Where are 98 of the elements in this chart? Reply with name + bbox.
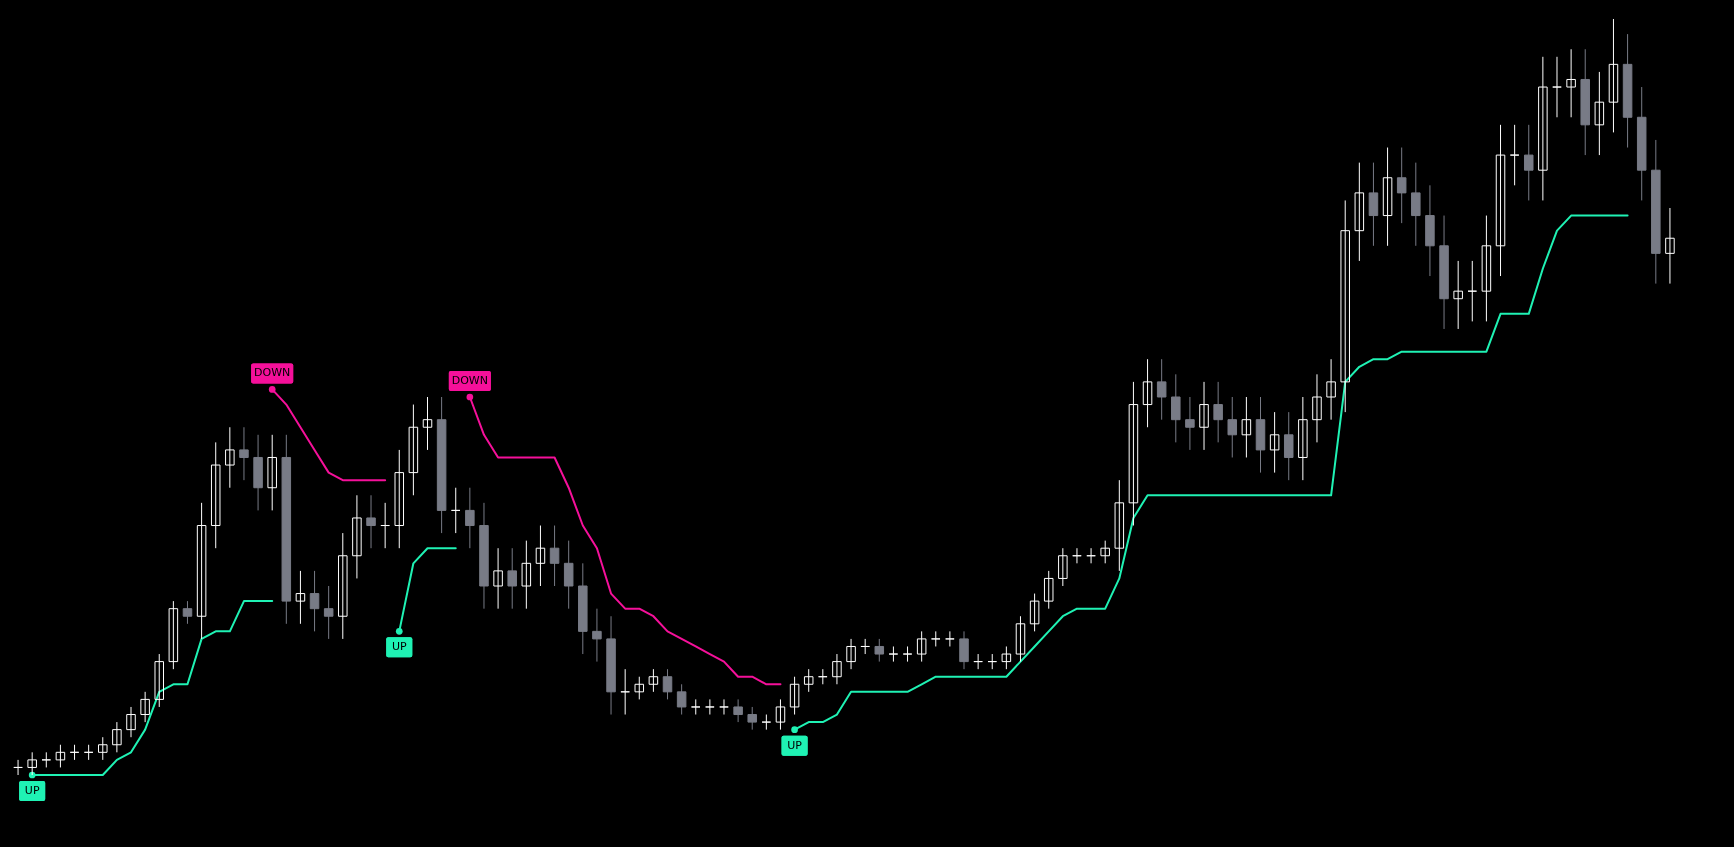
annotation: UP xyxy=(391,640,407,654)
candlestick xyxy=(323,585,334,640)
candlestick xyxy=(126,706,136,738)
candlestick xyxy=(1269,411,1280,474)
candlestick xyxy=(945,630,955,647)
candlestick xyxy=(1312,373,1322,443)
candlestick xyxy=(634,676,645,700)
candlestick xyxy=(1029,593,1040,632)
candlestick xyxy=(1100,540,1110,564)
candlestick xyxy=(239,426,249,481)
candlestick xyxy=(98,736,108,761)
candlestick xyxy=(535,525,546,587)
candlestick xyxy=(1608,18,1619,133)
candlestick xyxy=(1015,615,1026,663)
candlestick xyxy=(690,698,701,716)
candlestick xyxy=(705,698,715,716)
candlestick xyxy=(1185,396,1195,451)
point xyxy=(268,386,276,393)
candlestick xyxy=(648,668,659,693)
candlestick xyxy=(493,547,503,610)
candlestick xyxy=(366,494,376,549)
candlestick xyxy=(408,404,419,496)
candlestick xyxy=(775,698,786,731)
candlestick xyxy=(719,698,729,716)
candlestick xyxy=(803,668,814,693)
point xyxy=(791,726,798,733)
candlestick xyxy=(1523,124,1534,201)
candlestick xyxy=(168,600,179,670)
point xyxy=(395,628,403,635)
text: UP xyxy=(24,784,40,797)
annotation: UP xyxy=(787,738,803,752)
candlestick xyxy=(1411,162,1421,247)
candlestick xyxy=(1665,207,1675,285)
candlestick xyxy=(1156,358,1167,421)
candlestick xyxy=(465,487,475,549)
candlestick xyxy=(1509,124,1520,186)
candlestick xyxy=(1340,199,1350,413)
candlestick xyxy=(521,540,532,610)
candlestick xyxy=(1326,358,1336,421)
candlestick xyxy=(1114,479,1125,572)
candlestick xyxy=(338,532,348,640)
candlestick xyxy=(1058,547,1068,587)
candlestick xyxy=(916,630,927,663)
candlestick xyxy=(1453,260,1463,330)
candlestick xyxy=(112,721,122,753)
candlestick xyxy=(902,645,913,663)
candlestick xyxy=(140,691,150,723)
candlestick xyxy=(1001,645,1012,670)
point xyxy=(466,393,474,401)
candlestick xyxy=(789,676,800,716)
candlestick xyxy=(394,449,405,549)
candlestick xyxy=(1227,396,1238,458)
candlestick xyxy=(874,638,885,663)
candlestick xyxy=(1298,396,1308,481)
candlestick xyxy=(1594,71,1605,156)
candlestick xyxy=(267,434,277,511)
candlestick xyxy=(295,570,306,625)
candlestick xyxy=(1283,411,1294,481)
candlestick xyxy=(1382,147,1393,247)
candlestick xyxy=(154,653,165,708)
candlestick xyxy=(182,600,193,625)
candlestick xyxy=(1495,124,1506,277)
candlestick xyxy=(196,502,207,640)
candlestick xyxy=(1142,358,1153,428)
candlestick xyxy=(1552,56,1562,118)
candlestick xyxy=(1481,215,1492,322)
candlestick xyxy=(225,426,235,489)
candlestick xyxy=(1241,396,1252,458)
candlestick xyxy=(563,540,574,610)
candlestick xyxy=(549,525,560,587)
candlestick xyxy=(507,547,517,610)
candlestick xyxy=(1171,373,1181,443)
candlestick xyxy=(676,683,687,716)
candlestick xyxy=(733,698,743,723)
candlestick xyxy=(27,751,37,776)
candlestick xyxy=(1213,381,1223,443)
candlestick xyxy=(846,638,856,670)
candlestick xyxy=(959,630,969,670)
candlestick xyxy=(1538,56,1548,201)
candlestick xyxy=(1199,381,1209,451)
candlestick xyxy=(662,668,673,700)
candlestick xyxy=(888,645,899,663)
annotation: DOWN xyxy=(451,374,488,387)
candlestick xyxy=(592,608,602,663)
candlestick xyxy=(352,494,362,579)
annotation: DOWN xyxy=(254,366,291,380)
candlestick xyxy=(832,653,842,685)
candlestick xyxy=(1566,48,1576,118)
candlestick xyxy=(309,570,320,632)
candlestick xyxy=(1043,570,1054,610)
candlestick xyxy=(210,441,221,549)
candlestick xyxy=(1396,147,1407,224)
candlestick xyxy=(1368,162,1379,247)
candlestick xyxy=(747,706,757,731)
candlestick xyxy=(422,396,433,451)
candlestick xyxy=(1128,381,1139,527)
candlestick xyxy=(1354,162,1365,262)
candlestick xyxy=(55,744,66,768)
